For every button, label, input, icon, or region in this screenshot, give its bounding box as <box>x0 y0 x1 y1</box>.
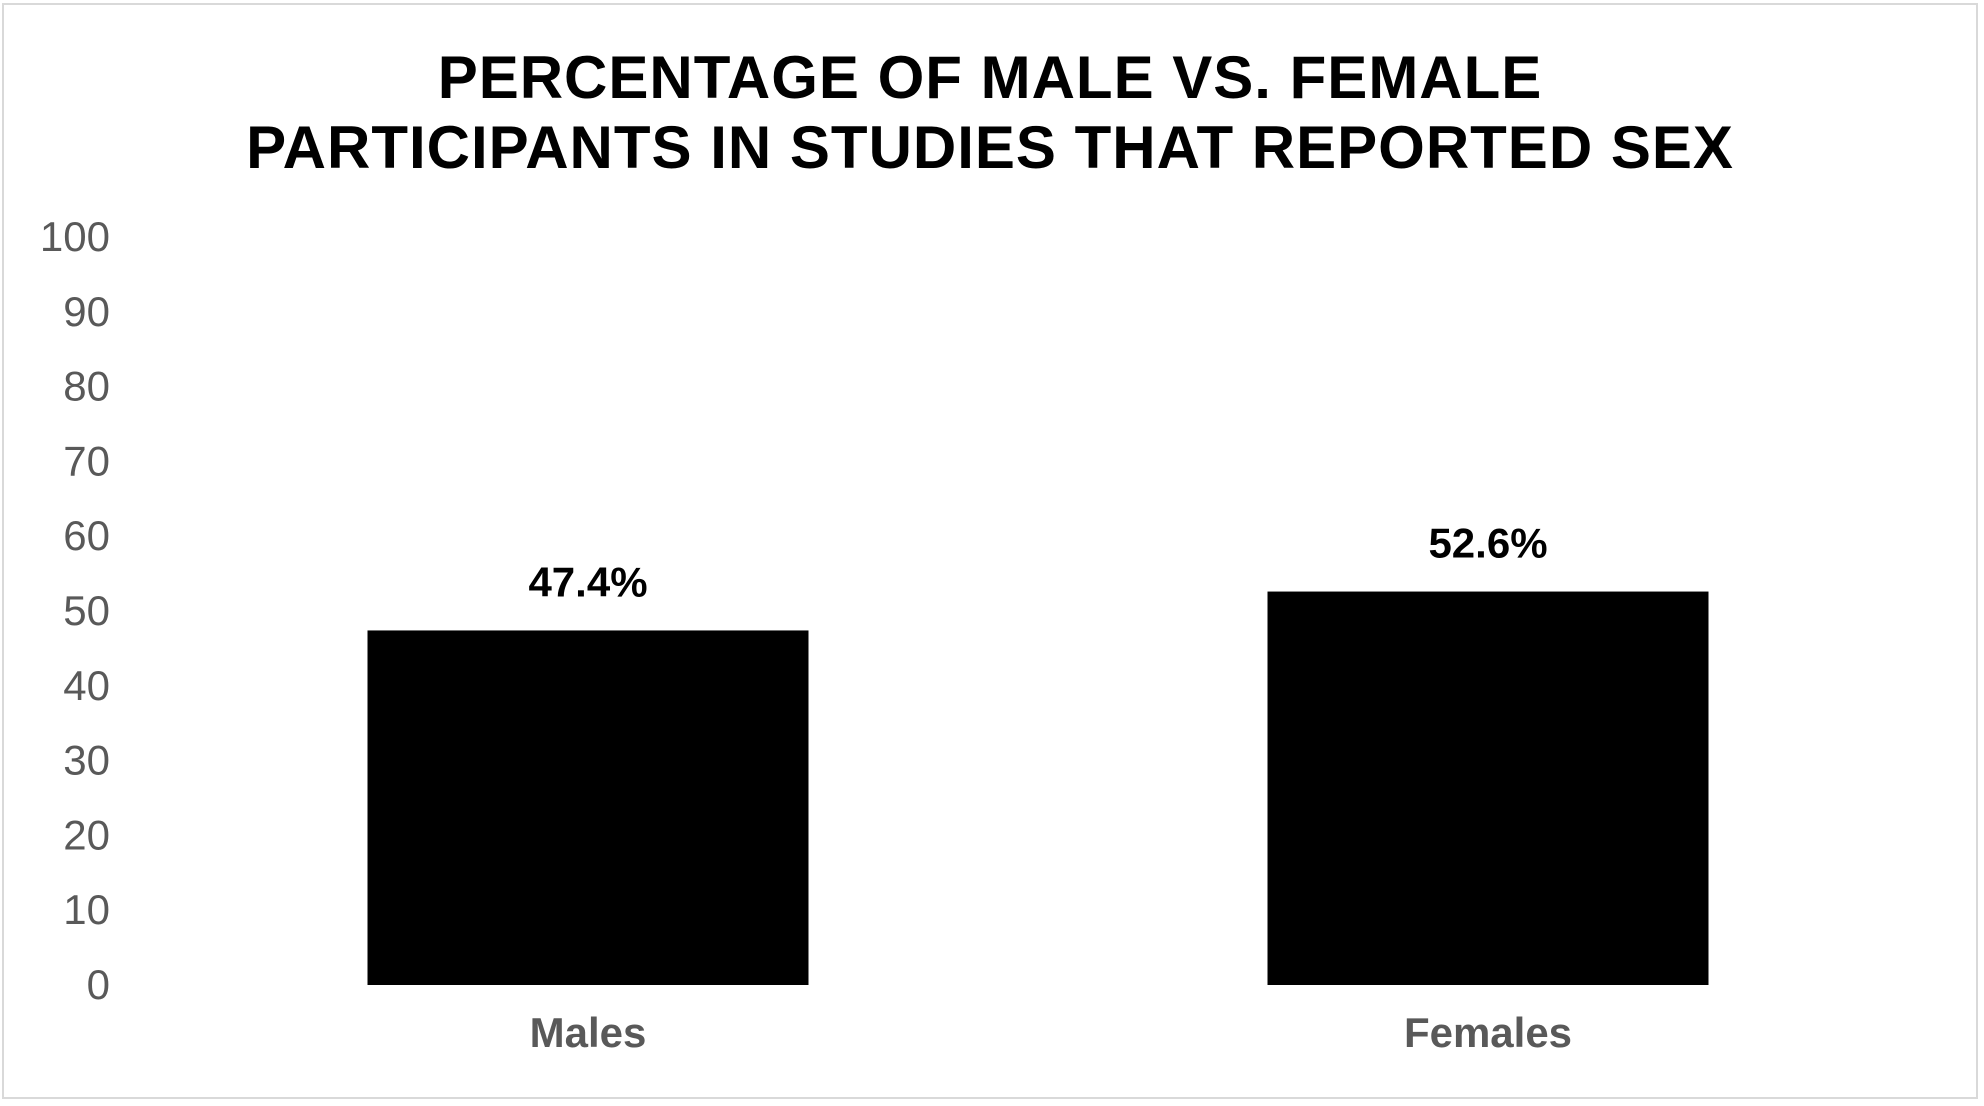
chart-title-line-2: PARTICIPANTS IN STUDIES THAT REPORTED SE… <box>246 114 1734 181</box>
y-tick-label: 70 <box>63 437 110 484</box>
chart-title: PERCENTAGE OF MALE VS. FEMALE PARTICIPAN… <box>4 43 1976 183</box>
data-label: 52.6% <box>1428 520 1547 567</box>
y-tick-label: 30 <box>63 737 110 784</box>
bar-females <box>1267 591 1709 985</box>
y-tick-label: 90 <box>63 288 110 335</box>
y-tick-label: 20 <box>63 811 110 858</box>
y-tick-label: 50 <box>63 587 110 634</box>
y-tick-label: 100 <box>40 213 110 260</box>
data-label: 47.4% <box>528 558 647 605</box>
y-tick-label: 60 <box>63 512 110 559</box>
y-tick-label: 0 <box>87 961 110 1008</box>
y-tick-label: 10 <box>63 886 110 933</box>
y-tick-label: 40 <box>63 662 110 709</box>
y-tick-label: 80 <box>63 363 110 410</box>
x-category-label: Females <box>1404 1009 1572 1056</box>
x-category-label: Males <box>530 1009 647 1056</box>
bar-males <box>367 630 809 985</box>
chart-title-line-1: PERCENTAGE OF MALE VS. FEMALE <box>437 44 1543 111</box>
chart-frame: PERCENTAGE OF MALE VS. FEMALE PARTICIPAN… <box>2 3 1978 1099</box>
bar-chart-plot: 0 10 20 30 40 50 60 70 80 90 100 47.4% Males 52.6% Fem… <box>40 213 1709 1056</box>
